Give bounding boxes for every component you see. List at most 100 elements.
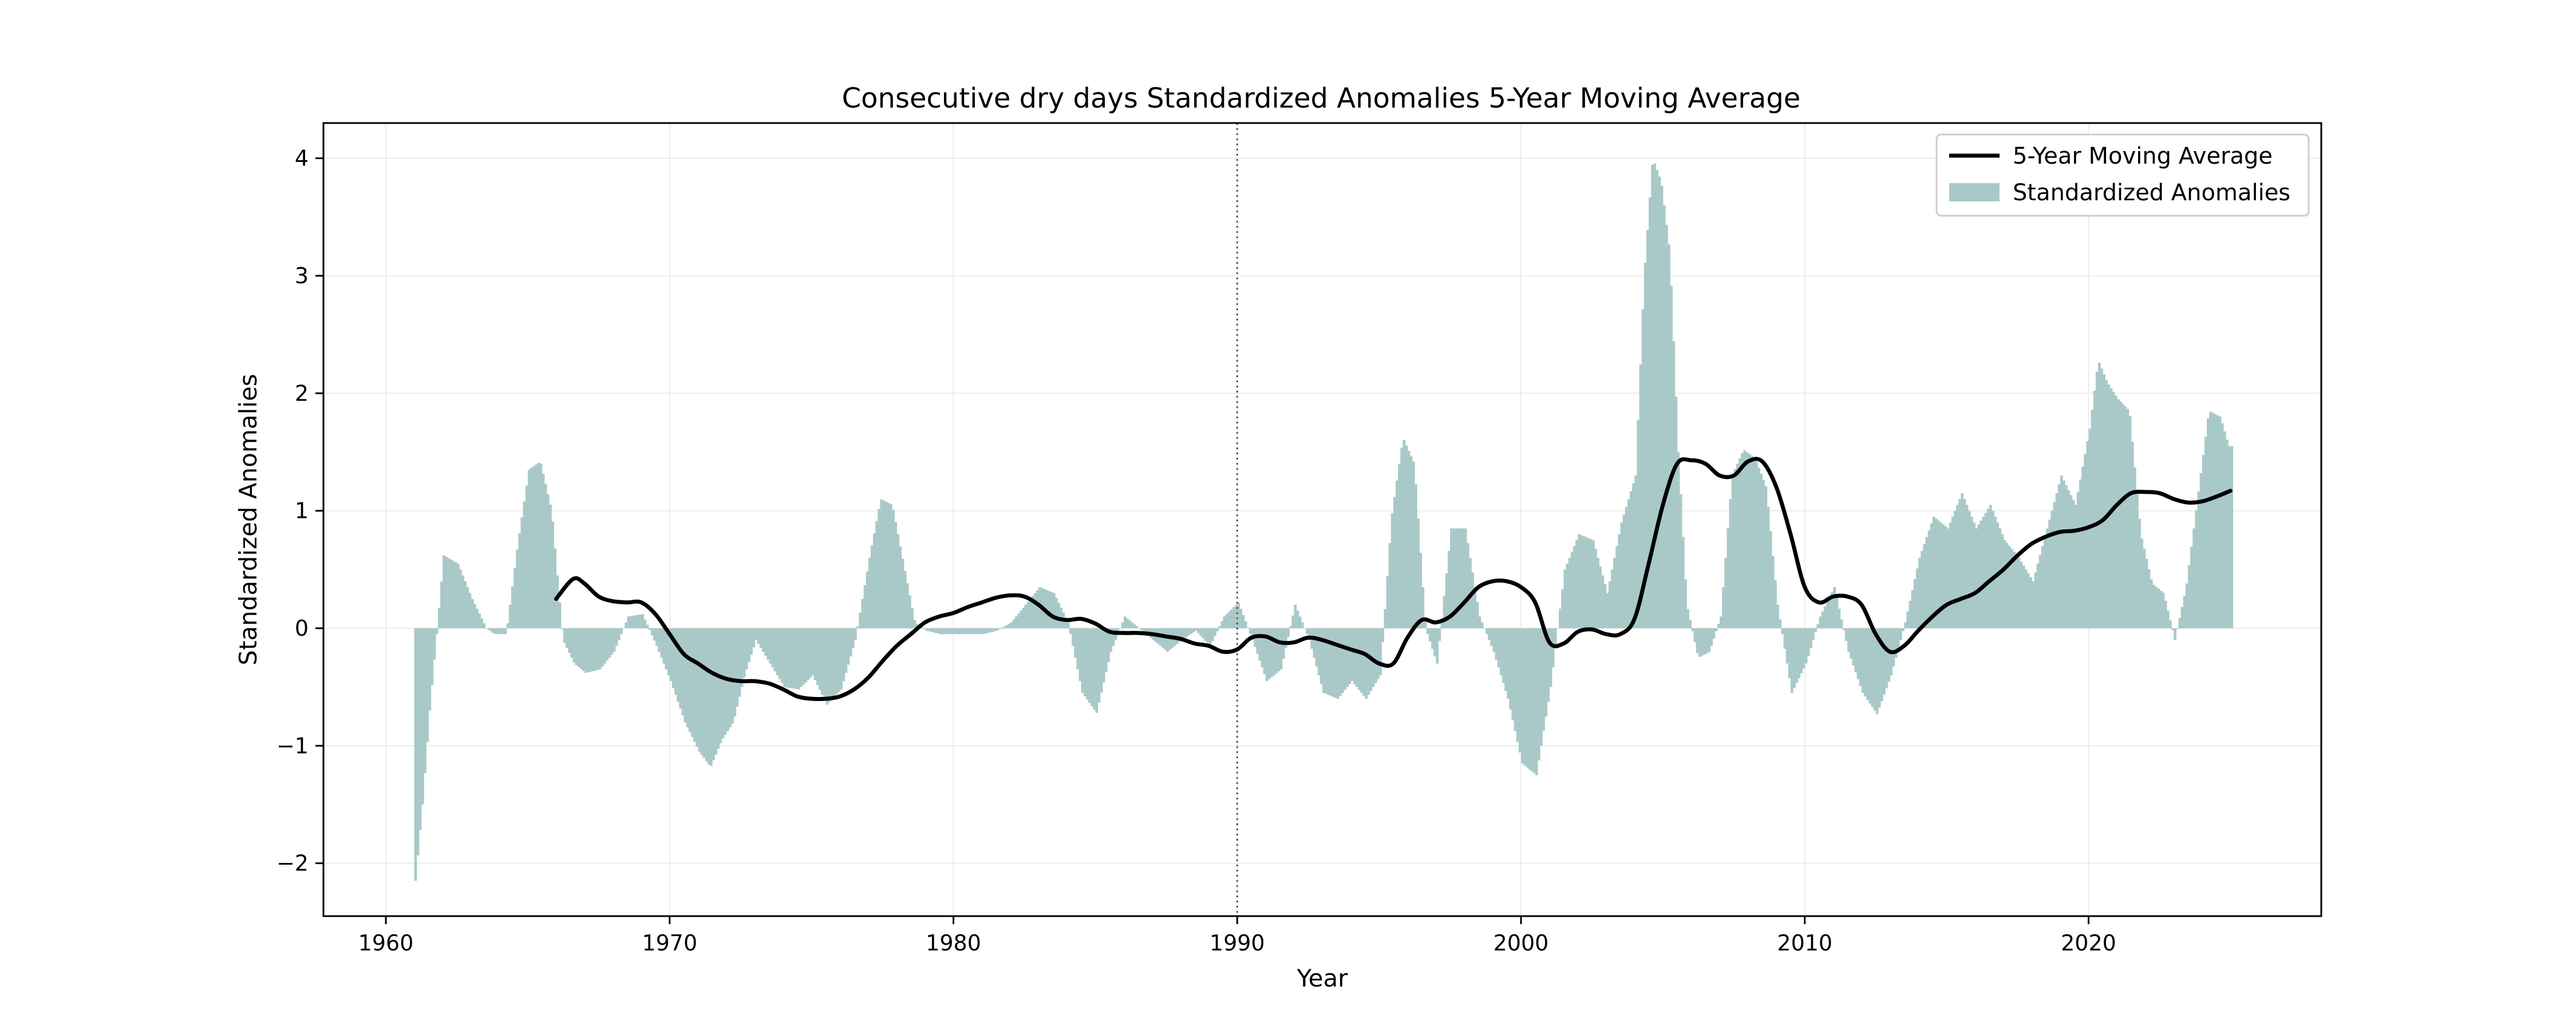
anomaly-bar (785, 628, 788, 688)
anomaly-bar (1656, 170, 1659, 628)
anomaly-bar (1752, 457, 1756, 628)
anomaly-bar (1095, 628, 1099, 713)
anomaly-bar (712, 628, 715, 760)
anomaly-bar (1547, 628, 1550, 702)
anomaly-bar (1507, 628, 1510, 699)
anomaly-bar (1417, 518, 1420, 628)
anomaly-bar (1575, 540, 1578, 628)
anomaly-bar (1615, 546, 1618, 628)
anomaly-bar (884, 501, 888, 628)
anomaly-bar (870, 545, 874, 628)
anomaly-bar (537, 462, 540, 628)
anomaly-bar (721, 628, 725, 739)
anomaly-bar (1348, 628, 1352, 684)
anomaly-bar (1544, 628, 1548, 716)
anomaly-bar (1426, 628, 1429, 635)
anomaly-bar (1194, 628, 1198, 631)
anomaly-bar (1045, 590, 1049, 628)
anomaly-bar (1100, 628, 1103, 693)
anomaly-bar (1573, 546, 1576, 628)
anomaly-bar (617, 628, 621, 640)
anomaly-bar (2121, 404, 2125, 628)
anomaly-bar (1008, 624, 1011, 628)
anomaly-bar (570, 628, 574, 658)
anomaly-bar (2143, 548, 2146, 628)
anomaly-bar (769, 628, 772, 664)
anomaly-bar (934, 628, 938, 633)
anomaly-bar (1327, 628, 1330, 695)
anomaly-bar (932, 628, 935, 633)
anomaly-bar (1480, 622, 1484, 628)
anomaly-bar (875, 521, 878, 628)
anomaly-bar (530, 468, 533, 628)
anomaly-bar (823, 628, 827, 700)
anomaly-bar (1835, 597, 1839, 628)
anomaly-bar (1710, 628, 1713, 646)
anomaly-bar (1949, 522, 1952, 628)
anomaly-bar (1093, 628, 1096, 710)
anomaly-bar (518, 533, 521, 628)
anomaly-bar (1036, 590, 1039, 628)
anomaly-bar (1319, 628, 1323, 684)
anomaly-bar (896, 534, 900, 628)
anomaly-bar (731, 628, 734, 724)
anomaly-bar (608, 628, 611, 658)
y-axis-label: Standardized Anomalies (234, 374, 262, 665)
anomaly-bar (878, 509, 881, 628)
anomaly-bar (449, 559, 453, 628)
anomaly-bar (773, 628, 777, 672)
anomaly-bar (1639, 365, 1642, 628)
anomaly-bar (946, 628, 949, 635)
anomaly-bar (1107, 628, 1110, 662)
anomaly-bar (1109, 628, 1112, 652)
anomaly-bar (1748, 454, 1751, 628)
anomaly-bar (1476, 601, 1479, 628)
anomaly-bar (700, 628, 704, 755)
anomaly-bar (1594, 549, 1597, 628)
anomaly-bar (2029, 577, 2032, 628)
anomaly-bar (1902, 628, 1905, 632)
anomaly-bar (1866, 628, 1869, 700)
anomaly-bar (558, 602, 562, 628)
anomaly-bar (1386, 576, 1389, 628)
anomaly-bar (1724, 557, 1728, 628)
anomaly-bar (754, 628, 758, 640)
anomaly-bar (2202, 455, 2205, 628)
anomaly-bar (1443, 596, 1446, 628)
anomaly-bar (740, 628, 744, 687)
anomaly-bar (1102, 628, 1105, 683)
anomaly-bar (2105, 380, 2108, 628)
anomaly-bar (2183, 596, 2186, 628)
anomaly-bar (447, 558, 451, 628)
anomaly-bar (960, 628, 963, 635)
anomaly-bar (639, 614, 642, 628)
anomaly-bar (1998, 528, 2002, 628)
anomaly-bar (566, 628, 568, 648)
anomaly-bar (1473, 587, 1477, 628)
anomaly-bar (1438, 628, 1441, 641)
anomaly-bar (1355, 628, 1358, 687)
anomaly-bar (866, 571, 869, 628)
anomaly-bar (1251, 628, 1254, 640)
anomaly-bar (1237, 602, 1240, 628)
anomaly-bar (2107, 384, 2111, 628)
anomaly-bar (955, 628, 959, 635)
anomaly-bar (1767, 506, 1770, 628)
anomaly-bar (1227, 612, 1231, 628)
anomaly-bar (648, 628, 651, 631)
anomaly-bar (1450, 528, 1453, 628)
anomaly-bar (1289, 626, 1292, 628)
anomaly-bar (473, 604, 476, 628)
anomaly-bar (1298, 616, 1302, 628)
anomaly-bar (2190, 546, 2193, 628)
anomaly-bar (1267, 628, 1271, 679)
anomaly-bar (1428, 628, 1432, 642)
anomaly-bar (575, 628, 578, 665)
anomaly-bar (807, 628, 810, 680)
anomaly-bar (1225, 614, 1228, 628)
anomaly-bar (1618, 534, 1621, 628)
anomaly-bar (1526, 628, 1529, 767)
anomaly-bar (1445, 573, 1448, 628)
anomaly-bar (1471, 572, 1474, 628)
anomaly-bar (696, 628, 698, 747)
